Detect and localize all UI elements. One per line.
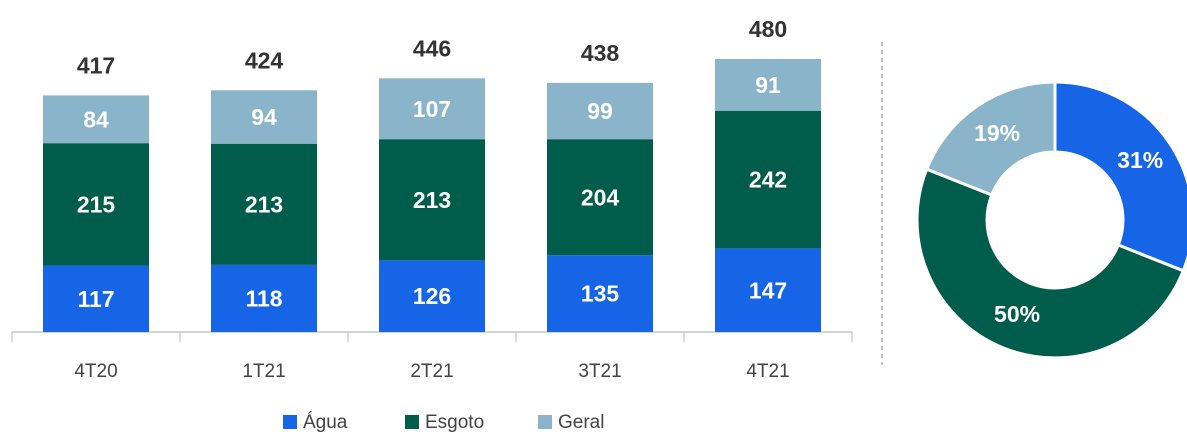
- bar-value-label: 147: [749, 277, 787, 303]
- x-tick-label: 3T21: [578, 361, 621, 382]
- pie-slice: [924, 80, 1057, 197]
- bar-value-label: 204: [581, 184, 620, 210]
- total-label: 417: [77, 52, 115, 78]
- bar-segment: [715, 59, 821, 111]
- pie-slice: [1053, 80, 1187, 273]
- x-tick-label: 2T21: [410, 361, 453, 382]
- legend-label: Esgoto: [425, 412, 484, 433]
- bar-value-label: 118: [245, 286, 282, 312]
- total-label: 480: [749, 16, 787, 42]
- bar-segment: [43, 95, 149, 144]
- pie-label: 50%: [994, 301, 1040, 327]
- bar-segment: [211, 90, 317, 144]
- bar-value-label: 84: [83, 106, 109, 132]
- legend-swatch: [405, 415, 419, 429]
- legend-swatch: [538, 415, 552, 429]
- bar-segment: [211, 143, 317, 265]
- pie-label: 19%: [974, 120, 1020, 146]
- bar-segment: [211, 264, 317, 332]
- bar-value-label: 126: [413, 283, 451, 309]
- bar-value-label: 213: [413, 187, 451, 213]
- bar-segment: [43, 143, 149, 266]
- x-tick-label: 4T21: [746, 361, 789, 382]
- bar-value-label: 215: [77, 191, 116, 217]
- total-label: 424: [245, 47, 284, 73]
- bar-value-label: 94: [251, 104, 277, 130]
- bar-value-label: 213: [245, 191, 283, 217]
- bar-segment: [43, 265, 149, 332]
- bar-value-label: 242: [749, 167, 787, 193]
- bar-value-label: 91: [755, 72, 781, 98]
- x-tick-label: 1T21: [242, 361, 285, 382]
- bar-value-label: 117: [77, 286, 114, 312]
- bar-value-label: 99: [587, 98, 613, 124]
- bar-segment: [547, 139, 653, 256]
- bar-value-label: 107: [413, 96, 451, 122]
- bar-segment: [715, 110, 821, 249]
- bar-segment: [379, 78, 485, 140]
- bar-segment: [715, 248, 821, 332]
- legend-label: Geral: [558, 412, 604, 433]
- total-label: 438: [581, 40, 620, 66]
- pie-slice: [915, 167, 1186, 360]
- bar-value-label: 135: [581, 281, 620, 307]
- bar-segment: [379, 260, 485, 332]
- pie-label: 31%: [1117, 147, 1163, 173]
- bar-segment: [379, 139, 485, 261]
- x-tick-label: 4T20: [74, 361, 117, 382]
- bar-segment: [547, 255, 653, 332]
- total-label: 446: [413, 35, 451, 61]
- legend-label: Água: [303, 412, 348, 433]
- legend-swatch: [283, 415, 297, 429]
- bar-segment: [547, 82, 653, 140]
